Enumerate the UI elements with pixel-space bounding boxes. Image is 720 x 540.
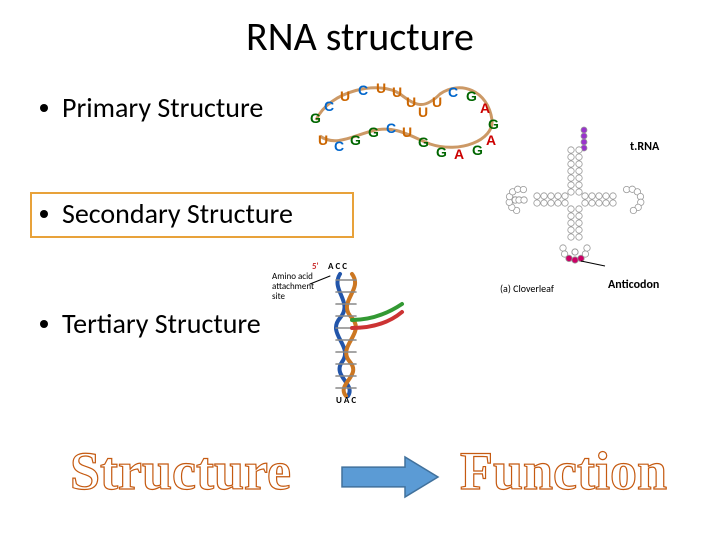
nucleotide-letter: U: [392, 84, 402, 100]
tertiary-figure: 5' A C C Amino acid attachment site U A …: [270, 260, 430, 410]
trna-title-label: t.RNA: [630, 140, 659, 154]
nucleotide-letter: G: [436, 144, 447, 160]
nucleotide-letter: U: [418, 104, 428, 120]
bullet-primary-text: Primary Structure: [62, 90, 263, 125]
nucleotide-letter: C: [324, 98, 334, 114]
nucleotide-letter: G: [350, 132, 361, 148]
bullet-dot-icon: [40, 210, 48, 218]
slide-title: RNA structure: [0, 12, 720, 61]
nucleotide-letter: C: [358, 82, 368, 98]
nucleotide-letter: C: [334, 138, 344, 154]
bullet-secondary-text: Secondary Structure: [62, 196, 293, 231]
slide: RNA structure Primary Structure Secondar…: [0, 0, 720, 540]
bullet-dot-icon: [40, 320, 48, 328]
structure-word: Structure: [70, 440, 291, 502]
bullet-primary: Primary Structure: [40, 90, 263, 125]
tertiary-seq-label: A C C: [328, 262, 347, 272]
bullet-tertiary-text: Tertiary Structure: [62, 306, 261, 341]
trna-anticodon-label: Anticodon: [608, 278, 659, 292]
primary-structure-figure: GCUCUUUUUCGAGAGAGGUCGGCU: [300, 70, 510, 160]
trna-caption-label: (a) Cloverleaf: [500, 282, 554, 295]
bullet-dot-icon: [40, 104, 48, 112]
nucleotide-letter: A: [454, 146, 464, 162]
function-word: Function: [460, 440, 667, 502]
nucleotide-letter: U: [402, 124, 412, 140]
nucleotide-letter: G: [310, 110, 321, 126]
arrow-icon: [340, 455, 440, 504]
nucleotide-letter: U: [406, 94, 416, 110]
trna-figure: t.RNA Anticodon (a) Cloverleaf: [480, 120, 680, 300]
nucleotide-letter: C: [386, 120, 396, 136]
nucleotide-letter: G: [466, 88, 477, 104]
nucleotide-letter: U: [340, 88, 350, 104]
nucleotide-letter: U: [318, 132, 328, 148]
bullet-secondary: Secondary Structure: [40, 196, 293, 231]
nucleotide-letter: C: [448, 84, 458, 100]
tertiary-anticodon-label: U A C: [336, 396, 356, 406]
nucleotide-letter: U: [432, 94, 442, 110]
tertiary-amino-label: Amino acid attachment site: [272, 272, 314, 302]
nucleotide-letter: G: [368, 124, 379, 140]
nucleotide-letter: U: [376, 80, 386, 96]
bullet-tertiary: Tertiary Structure: [40, 306, 261, 341]
nucleotide-letter: A: [480, 100, 490, 116]
nucleotide-letter: G: [418, 134, 429, 150]
tertiary-5prime-label: 5': [312, 262, 319, 272]
